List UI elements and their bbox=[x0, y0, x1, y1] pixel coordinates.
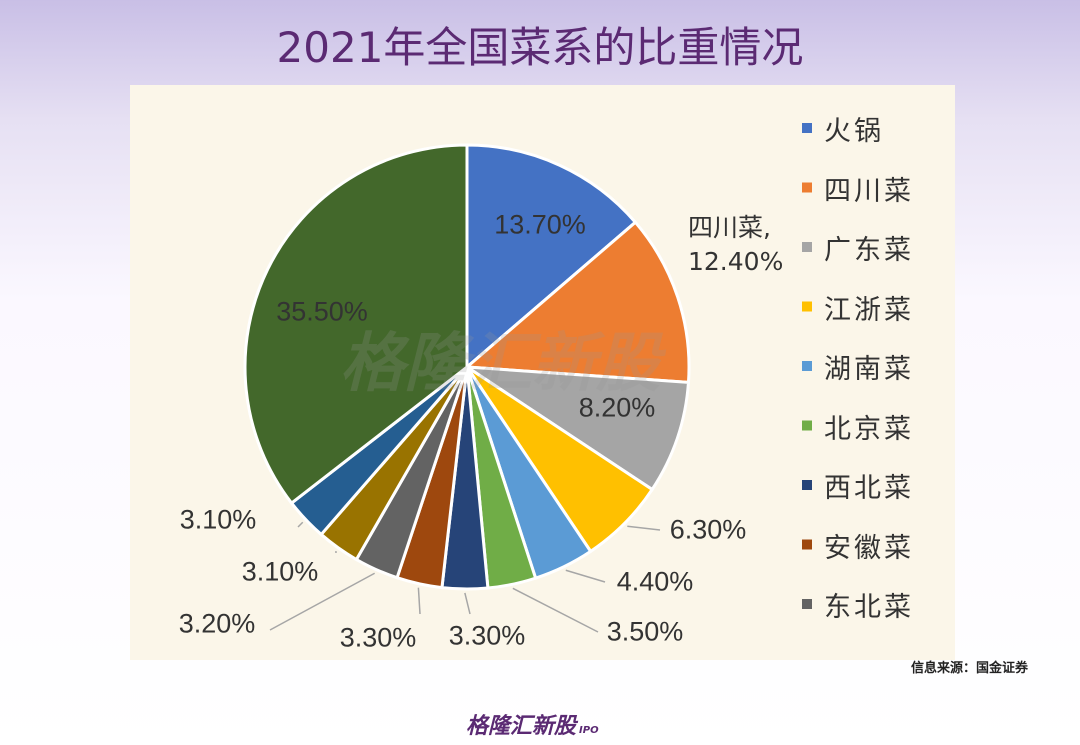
legend-swatch bbox=[802, 420, 812, 431]
data-label: 13.70% bbox=[494, 209, 586, 240]
source-note: 信息来源：国金证券 bbox=[910, 661, 1028, 676]
footer-logo: 格隆汇新股 IPO bbox=[466, 708, 599, 740]
legend-swatch bbox=[802, 480, 812, 490]
watermark: 格隆汇新股 bbox=[340, 327, 660, 401]
data-label: 8.20% bbox=[578, 392, 656, 423]
legend-label: 四川菜 bbox=[824, 175, 914, 207]
leader-line bbox=[565, 569, 606, 583]
leader-line bbox=[464, 592, 471, 615]
data-label: 3.30% bbox=[339, 622, 417, 653]
legend-label: 东北菜 bbox=[824, 592, 914, 623]
legend-swatch bbox=[802, 539, 812, 550]
leader-line bbox=[512, 587, 599, 633]
data-label: 4.40% bbox=[616, 566, 694, 597]
pie-slice bbox=[463, 220, 691, 384]
legend-swatch bbox=[802, 182, 812, 193]
legend-swatch bbox=[802, 361, 812, 371]
leader-line bbox=[417, 587, 421, 615]
pie-slice bbox=[465, 143, 638, 371]
leader-line bbox=[627, 525, 661, 531]
data-label: 6.30% bbox=[669, 514, 747, 545]
legend-swatch bbox=[802, 242, 812, 252]
legend-swatch bbox=[802, 301, 812, 312]
logo-tag: IPO bbox=[579, 725, 599, 736]
legend-label: 安徽菜 bbox=[824, 532, 914, 564]
pie-slice bbox=[243, 143, 469, 506]
leader-line bbox=[297, 521, 304, 528]
data-label: 3.20% bbox=[178, 608, 256, 639]
legend-label: 湖南菜 bbox=[824, 354, 914, 385]
legend-label: 火锅 bbox=[824, 116, 884, 147]
data-label: 四川菜, 12.40% bbox=[688, 213, 784, 276]
legend-swatch bbox=[802, 599, 812, 609]
data-label: 3.30% bbox=[448, 620, 526, 651]
legend-label: 北京菜 bbox=[824, 413, 914, 445]
logo-text: 格隆汇新股 bbox=[466, 714, 577, 739]
legend-swatch bbox=[802, 123, 812, 133]
data-label: 35.50% bbox=[276, 296, 368, 327]
leader-line bbox=[269, 572, 376, 631]
data-label: 3.10% bbox=[241, 556, 319, 587]
data-label: 3.50% bbox=[606, 616, 684, 647]
data-label: 3.10% bbox=[179, 504, 257, 535]
legend-label: 广东菜 bbox=[824, 235, 914, 266]
chart-title: 2021年全国菜系的比重情况 bbox=[276, 23, 804, 72]
legend-label: 江浙菜 bbox=[824, 294, 914, 326]
legend-label: 西北菜 bbox=[824, 473, 914, 504]
pie-slice bbox=[461, 365, 691, 492]
